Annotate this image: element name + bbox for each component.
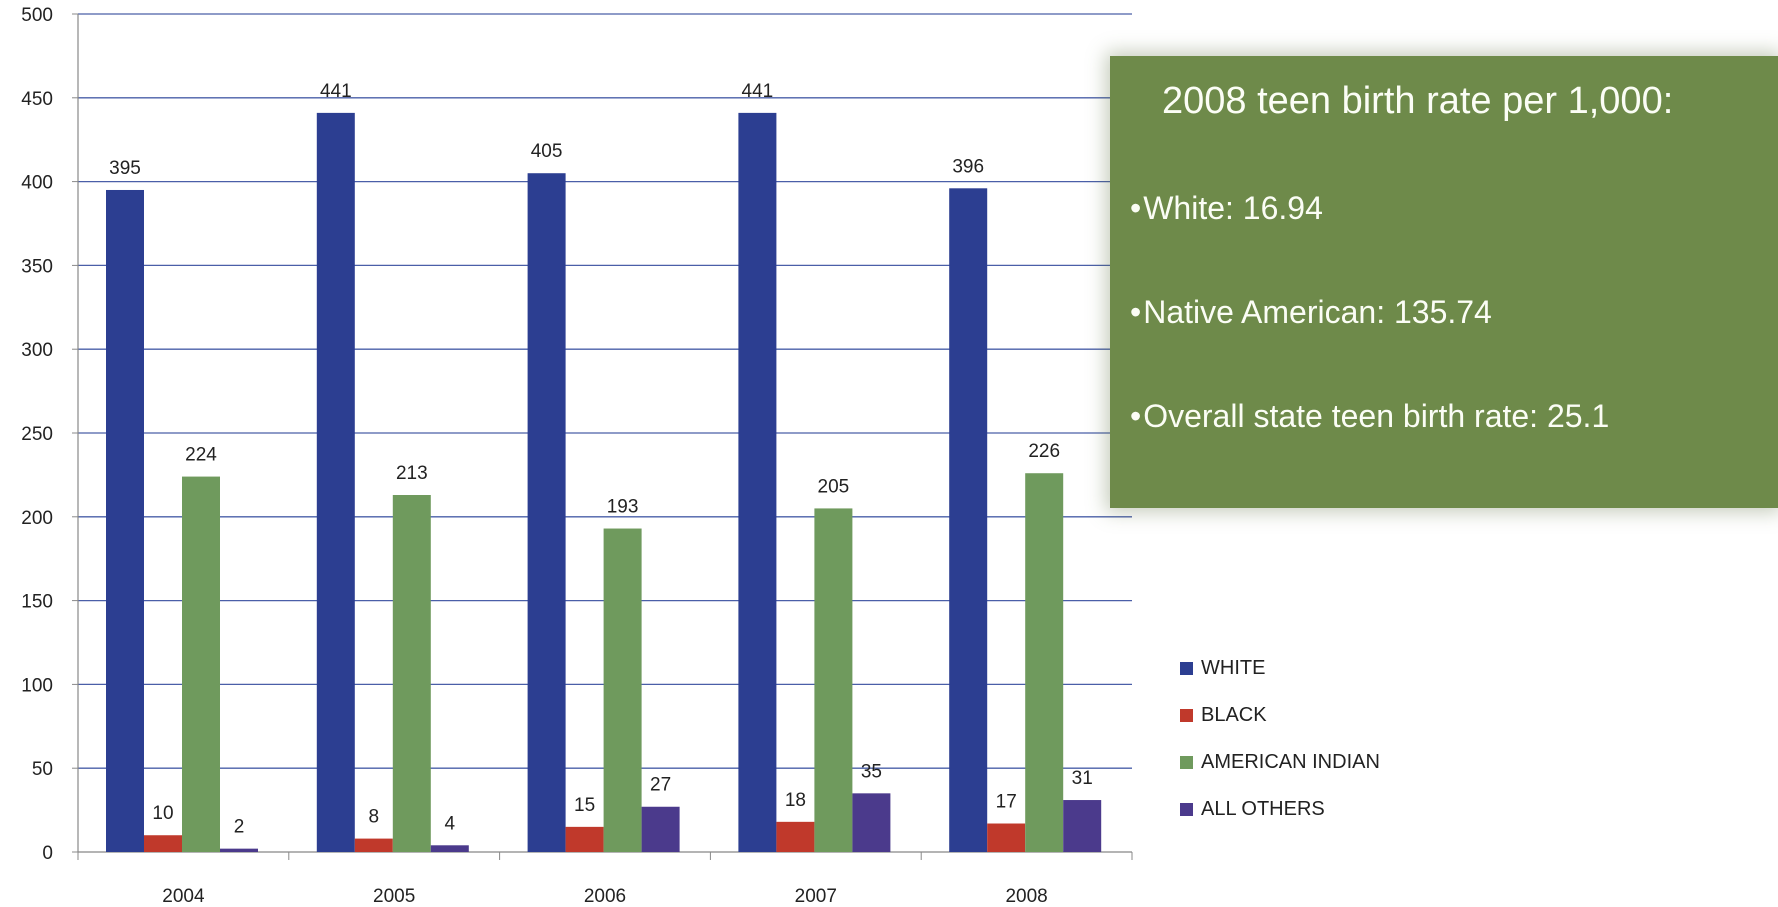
info-box: 2008 teen birth rate per 1,000: •White: …	[1110, 56, 1778, 508]
x-tick-label: 2006	[584, 886, 626, 907]
legend-swatch	[1180, 755, 1193, 769]
info-item-text: Overall state teen birth rate: 25.1	[1143, 398, 1610, 434]
chart-legend: WHITE BLACK AMERICAN INDIAN ALL OTHERS	[1180, 656, 1380, 844]
info-item-overall: •Overall state teen birth rate: 25.1	[1130, 396, 1609, 436]
info-item-text: Native American: 135.74	[1143, 294, 1492, 330]
info-item-text: White: 16.94	[1143, 190, 1323, 226]
y-tick-label: 250	[21, 424, 53, 445]
bar	[641, 806, 680, 852]
x-tick-label: 2005	[373, 886, 415, 907]
bar	[852, 793, 891, 852]
data-label: 27	[650, 775, 671, 796]
data-label: 396	[952, 156, 984, 177]
legend-label: ALL OTHERS	[1201, 797, 1325, 820]
legend-item-white: WHITE	[1180, 656, 1380, 680]
bullet: •	[1130, 190, 1142, 226]
data-label: 31	[1072, 768, 1093, 789]
data-label: 2	[234, 817, 245, 838]
bar	[354, 838, 393, 852]
data-label: 4	[445, 813, 456, 834]
legend-label: WHITE	[1201, 656, 1266, 679]
bar	[430, 845, 469, 852]
info-item-native-american: •Native American: 135.74	[1130, 292, 1492, 332]
bar	[987, 823, 1026, 852]
y-tick-label: 100	[21, 675, 53, 696]
data-label: 205	[818, 476, 850, 497]
data-label: 226	[1028, 441, 1060, 462]
bar	[1063, 800, 1102, 852]
info-item-white: •White: 16.94	[1130, 188, 1323, 228]
y-tick-label: 300	[21, 340, 53, 361]
bar	[392, 495, 431, 852]
y-tick-label: 0	[42, 843, 53, 864]
data-label: 405	[531, 141, 563, 162]
data-label: 193	[607, 497, 639, 518]
data-label: 18	[785, 790, 806, 811]
y-tick-label: 50	[32, 759, 53, 780]
data-label: 224	[185, 445, 217, 466]
bar	[316, 112, 355, 852]
bar	[1025, 473, 1064, 852]
data-label: 395	[109, 158, 141, 179]
legend-item-black: BLACK	[1180, 703, 1380, 727]
y-tick-label: 150	[21, 592, 53, 613]
bar	[527, 173, 566, 853]
data-label: 441	[320, 81, 352, 102]
legend-swatch	[1180, 708, 1193, 722]
gridlines	[78, 13, 1132, 769]
x-tick-label: 2008	[1005, 886, 1047, 907]
bars	[106, 112, 1102, 853]
bar	[603, 528, 642, 852]
data-label: 15	[574, 795, 595, 816]
data-label: 35	[861, 761, 882, 782]
legend-swatch	[1180, 661, 1193, 675]
bar	[220, 848, 258, 852]
axes: 0 50 100 150 200 250 300 350 400 450 500 2004 2005 20…	[21, 5, 1133, 907]
data-label: 10	[152, 803, 173, 824]
bullet: •	[1130, 294, 1142, 330]
legend-swatch	[1180, 802, 1193, 816]
data-label: 441	[742, 81, 774, 102]
bar	[814, 508, 853, 852]
legend-item-american-indian: AMERICAN INDIAN	[1180, 750, 1380, 774]
y-tick-label: 400	[21, 173, 53, 194]
info-box-title: 2008 teen birth rate per 1,000:	[1162, 80, 1674, 122]
x-tick-label: 2004	[162, 886, 205, 907]
x-tick-label: 2007	[795, 886, 837, 907]
y-tick-label: 450	[21, 89, 53, 110]
bar	[106, 189, 144, 853]
bar	[949, 188, 988, 852]
legend-item-all-others: ALL OTHERS	[1180, 797, 1380, 821]
bullet: •	[1130, 398, 1142, 434]
bar	[565, 826, 604, 852]
bar	[738, 112, 777, 852]
data-label: 17	[996, 792, 1017, 813]
y-tick-label: 350	[21, 256, 53, 277]
y-tick-label: 200	[21, 508, 53, 529]
legend-label: AMERICAN INDIAN	[1201, 750, 1380, 773]
data-label: 213	[396, 463, 428, 484]
legend-label: BLACK	[1201, 703, 1267, 726]
data-label: 8	[369, 807, 380, 828]
bar	[144, 835, 182, 852]
data-labels: 395 441 405 441 396 10 8 15 18 17 224 213 193 205 226 2…	[109, 81, 1093, 838]
bar	[182, 476, 220, 852]
y-tick-label: 500	[21, 5, 53, 26]
bar	[776, 821, 815, 852]
